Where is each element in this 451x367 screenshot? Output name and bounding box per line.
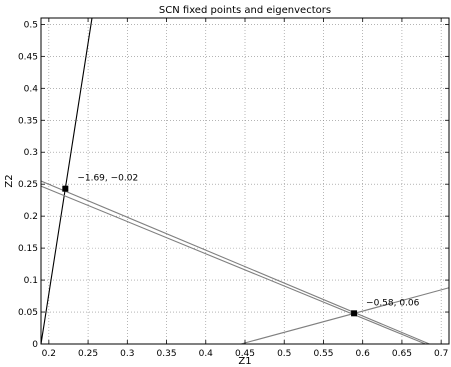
y-tick-label: 0.5: [24, 20, 38, 30]
x-tick-label: 0.55: [313, 349, 333, 359]
y-tick-label: 0.2: [24, 212, 38, 222]
x-tick-label: 0.7: [434, 349, 448, 359]
series-line-1: [40, 17, 93, 345]
y-tick-label: 0.3: [24, 148, 38, 158]
fixed-points: −1.69, −0.02 −0.58, 0.06: [62, 174, 420, 317]
x-axis-ticks: 0.2 0.25 0.3 0.35 0.4 0.45 0.5 0.55 0.6 0.65 0.7: [42, 18, 448, 359]
y-tick-label: 0.25: [18, 180, 38, 190]
x-tick-label: 0.65: [392, 349, 412, 359]
grid: [41, 18, 449, 345]
y-tick-label: 0.15: [18, 244, 38, 254]
x-tick-label: 0.3: [120, 349, 134, 359]
x-axis-label: Z1: [238, 356, 251, 367]
x-tick-label: 0.6: [356, 349, 371, 359]
series-lines: [40, 17, 450, 345]
x-tick-label: 0.2: [42, 349, 56, 359]
fixed-point-label: −1.69, −0.02: [77, 174, 138, 184]
y-tick-label: 0: [32, 340, 38, 350]
x-tick-label: 0.45: [235, 349, 255, 359]
x-tick-label: 0.35: [157, 349, 177, 359]
x-tick-label: 0.25: [78, 349, 98, 359]
y-axis-ticks: 0 0.05 0.1 0.15 0.2 0.25 0.3 0.35 0.4 0.45 0.5: [18, 20, 449, 350]
y-tick-label: 0.35: [18, 116, 38, 126]
fixed-point-marker: [62, 185, 69, 192]
y-tick-label: 0.05: [18, 308, 38, 318]
fixed-point-marker: [351, 310, 358, 317]
chart-title: SCN fixed points and eigenvectors: [159, 5, 331, 16]
series-line-3: [40, 185, 426, 345]
fixed-point-label: −0.58, 0.06: [366, 298, 420, 308]
y-tick-label: 0.45: [18, 52, 38, 62]
series-line-4: [240, 287, 450, 345]
y-tick-label: 0.4: [24, 84, 39, 94]
series-line-2: [40, 180, 430, 345]
x-tick-label: 0.4: [199, 349, 214, 359]
y-axis-label: Z2: [4, 174, 15, 187]
y-tick-label: 0.1: [24, 276, 38, 286]
x-tick-label: 0.5: [277, 349, 291, 359]
